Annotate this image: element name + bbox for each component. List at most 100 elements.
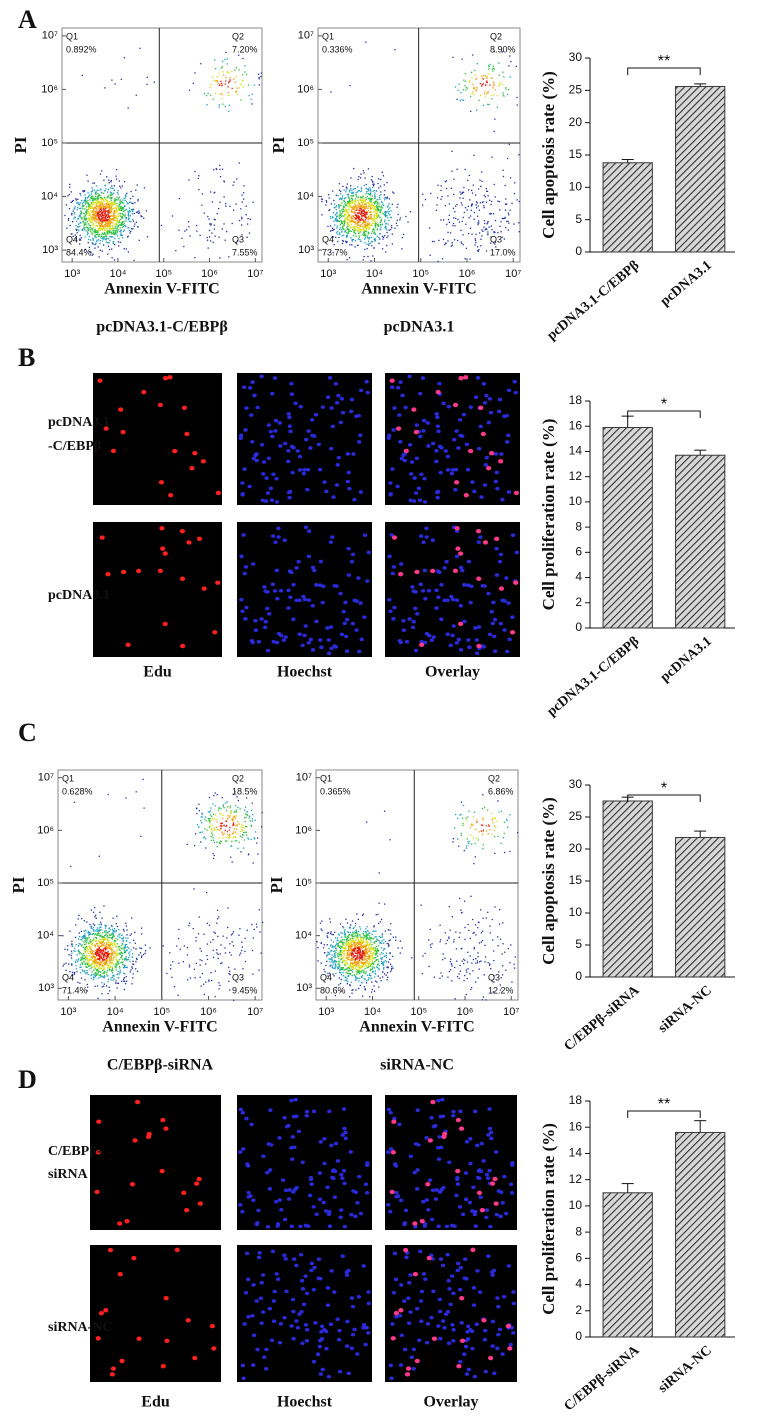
event-dot [97,195,99,198]
event-dot [91,949,93,951]
event-dot [476,202,478,204]
event-dot [384,948,386,950]
event-dot [235,242,237,244]
event-dot [337,240,339,243]
event-dot [92,938,95,940]
event-dot [321,198,324,201]
event-dot [469,199,471,201]
event-dot [125,937,127,939]
event-dot [136,970,139,972]
event-dot [489,63,491,66]
y-tick-label: 10⁴ [41,190,58,202]
event-dot [348,231,350,233]
event-dot [360,214,363,216]
event-dot [355,930,358,932]
event-dot [122,978,125,981]
event-dot [381,940,383,942]
event-dot [109,958,111,961]
event-dot [100,202,102,204]
event-dot [465,89,467,91]
event-dot [460,813,462,816]
event-dot [444,244,446,246]
event-dot [362,259,364,261]
event-dot [346,201,349,203]
event-dot [354,218,357,220]
event-dot [94,957,96,959]
event-dot [258,76,260,79]
event-dot [203,983,205,985]
event-dot [118,204,120,206]
event-dot [102,957,105,959]
event-dot [472,970,474,972]
event-dot [502,71,504,73]
event-dot [96,943,99,945]
event-dot [497,800,499,802]
event-dot [475,90,477,92]
quadrant-events [186,791,263,864]
event-dot [108,182,110,184]
event-dot [80,237,83,239]
event-dot [241,234,243,236]
event-dot [94,198,96,200]
event-dot [353,188,355,190]
event-dot [102,945,104,947]
x-tick-label: 10⁷ [247,1006,263,1018]
event-dot [153,81,155,83]
event-dot [232,832,235,834]
event-dot [242,826,244,828]
event-dot [132,960,134,962]
event-dot [205,963,207,965]
y-tick-label: 12 [569,469,583,483]
event-dot [129,942,131,944]
event-dot [228,72,230,74]
event-dot [108,968,110,970]
event-dot [114,212,116,214]
event-dot [104,206,106,208]
event-dot [428,939,430,941]
event-dot [86,990,88,992]
event-dot [94,211,96,213]
event-dot [501,974,504,976]
event-dot [463,900,466,902]
event-dot [482,794,484,796]
event-dot [499,984,501,986]
event-dot [121,952,124,955]
event-dot [435,209,438,212]
event-dot [122,928,125,931]
event-dot [380,218,382,221]
event-dot [86,958,89,961]
event-dot [97,229,99,231]
event-dot [363,207,366,209]
event-dot [362,202,364,204]
event-dot [332,236,334,238]
event-dot [383,967,385,969]
event-dot [367,207,369,210]
event-dot [84,937,86,940]
event-dot [122,224,124,226]
event-dot [446,939,448,942]
event-dot [464,959,466,961]
event-dot [340,968,342,971]
event-dot [334,967,336,969]
event-dot [444,932,446,934]
event-dot [131,967,134,969]
event-dot [437,184,439,186]
event-dot [85,200,88,202]
event-dot [229,837,231,839]
event-dot [95,972,97,975]
event-dot [447,195,449,197]
event-dot [461,192,463,195]
event-dot [401,947,403,949]
event-dot [133,208,135,211]
event-dot [216,75,218,78]
event-dot [498,74,500,76]
event-dot [224,202,227,205]
event-dot [76,970,78,973]
event-dot [481,235,483,237]
event-dot [345,211,347,213]
event-dot [225,205,227,207]
event-dot [366,248,368,250]
event-dot [108,946,111,948]
event-dot [381,171,383,173]
event-dot [94,230,96,232]
